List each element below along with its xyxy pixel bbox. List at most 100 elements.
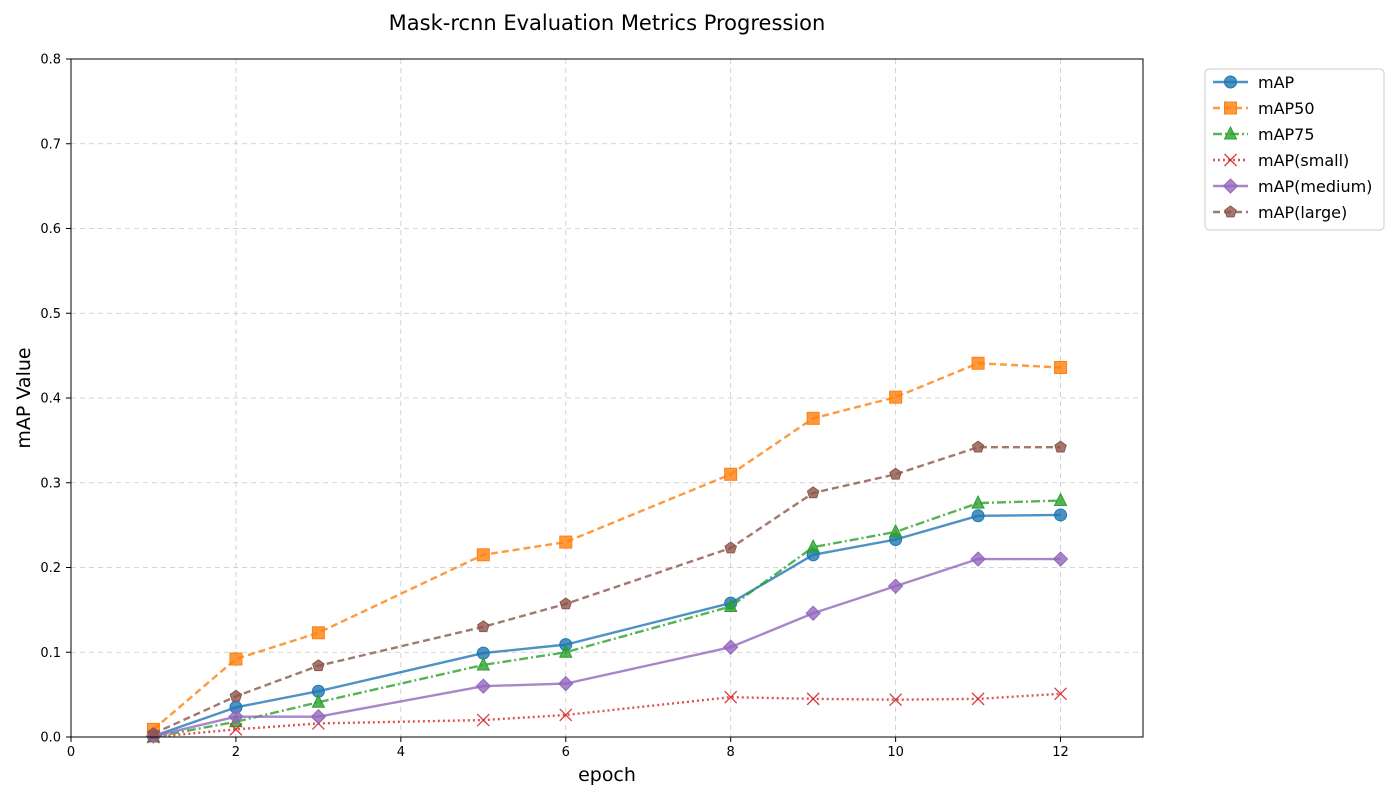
data-point [889, 390, 903, 404]
data-point [558, 644, 573, 658]
data-point [1054, 687, 1067, 701]
y-tick-label: 0.8 [40, 53, 61, 68]
x-tick-label: 6 [562, 745, 570, 760]
y-tick-label: 0.1 [40, 646, 61, 661]
data-point [476, 713, 490, 727]
data-point [971, 494, 985, 509]
y-tick-label: 0.2 [40, 561, 61, 576]
x-marker-stroke [724, 690, 738, 704]
series-mAP [146, 508, 1068, 743]
data-point [805, 605, 821, 621]
data-point [477, 620, 490, 633]
legend-label: mAP50 [1258, 99, 1315, 118]
data-point [1054, 508, 1068, 522]
data-point [724, 541, 737, 554]
chart-title: Mask-rcnn Evaluation Metrics Progression [389, 11, 826, 35]
data-point [806, 486, 820, 499]
data-point [558, 675, 574, 692]
data-point [559, 535, 573, 549]
series-line [153, 692, 1061, 739]
x-marker-stroke [889, 693, 903, 707]
data-point [229, 689, 243, 702]
legend-marker [1224, 101, 1237, 115]
legend-label: mAP [1258, 73, 1295, 92]
data-point [888, 523, 903, 538]
data-point [1052, 551, 1069, 567]
x-tick-label: 2 [232, 745, 240, 760]
x-tick-label: 10 [887, 745, 904, 760]
legend-marker [1222, 178, 1239, 194]
data-point [229, 722, 243, 736]
y-tick-label: 0.7 [40, 137, 61, 152]
data-point [147, 726, 160, 739]
data-point [310, 708, 327, 725]
legend-label: mAP(medium) [1258, 177, 1372, 196]
data-point [311, 694, 326, 708]
data-point [228, 708, 244, 725]
data-point [889, 467, 902, 480]
data-point [724, 690, 738, 704]
series-line [153, 557, 1061, 738]
x-tick-label: 8 [727, 745, 735, 760]
x-tick-label: 4 [397, 745, 405, 760]
legend-marker [1223, 125, 1238, 140]
legend-marker [1224, 153, 1237, 167]
series-mAP(large) [147, 440, 1067, 739]
x-marker-stroke [806, 692, 820, 706]
data-point [476, 656, 491, 671]
data-point [889, 693, 903, 707]
y-tick-label: 0.6 [40, 222, 61, 237]
x-axis: 0 2 4 6 8 10 12 [67, 737, 1069, 760]
legend: mAP mAP50 mAP75 mAP(small) mAP(medium) mAP(la… [1204, 68, 1385, 231]
y-tick-label: 0.5 [40, 307, 61, 322]
y-axis: 0.0 0.1 0.2 0.3 0.4 0.5 0.6 0.7 0.8 [40, 53, 71, 746]
x-marker-stroke [559, 708, 573, 722]
data-point [475, 678, 492, 694]
data-point [970, 551, 986, 567]
grid [71, 59, 1143, 737]
series-line [153, 513, 1061, 738]
y-tick-label: 0.4 [40, 392, 61, 407]
data-point [1053, 492, 1068, 507]
legend-marker [1224, 75, 1237, 89]
data-point [806, 692, 820, 706]
data-point [723, 598, 738, 612]
legend-item: mAP50 [1213, 99, 1315, 118]
y-axis-label: mAP Value [13, 347, 35, 448]
series-layer [145, 356, 1069, 744]
data-point [971, 692, 985, 706]
legend-item: mAP(small) [1213, 151, 1349, 170]
data-point [724, 467, 738, 481]
x-marker-stroke [1224, 153, 1237, 167]
data-point [559, 708, 573, 722]
y-tick-label: 0.0 [40, 731, 61, 746]
x-marker-stroke [1054, 687, 1067, 701]
series-line [152, 445, 1061, 735]
legend-label: mAP(large) [1258, 203, 1347, 222]
series-mAP50 [146, 356, 1068, 736]
x-marker-stroke [971, 692, 985, 706]
series-mAP(medium) [145, 551, 1069, 744]
legend-item: mAP(medium) [1213, 177, 1372, 196]
x-marker-stroke [229, 722, 243, 736]
data-point [806, 539, 820, 553]
data-point [722, 639, 739, 655]
data-point [476, 548, 490, 562]
data-point [311, 626, 325, 640]
data-point [971, 440, 985, 453]
legend-label: mAP(small) [1258, 151, 1349, 170]
data-point [971, 509, 985, 523]
data-point [887, 578, 904, 594]
data-point [806, 411, 820, 425]
data-point [971, 356, 985, 370]
legend-frame [1204, 68, 1385, 231]
legend-item: mAP [1213, 73, 1295, 92]
data-point [1054, 440, 1067, 453]
series-mAP(small) [147, 687, 1067, 744]
x-marker-stroke [476, 713, 490, 727]
legend-label: mAP75 [1258, 125, 1315, 144]
series-line [153, 499, 1061, 739]
x-tick-label: 0 [67, 745, 75, 760]
